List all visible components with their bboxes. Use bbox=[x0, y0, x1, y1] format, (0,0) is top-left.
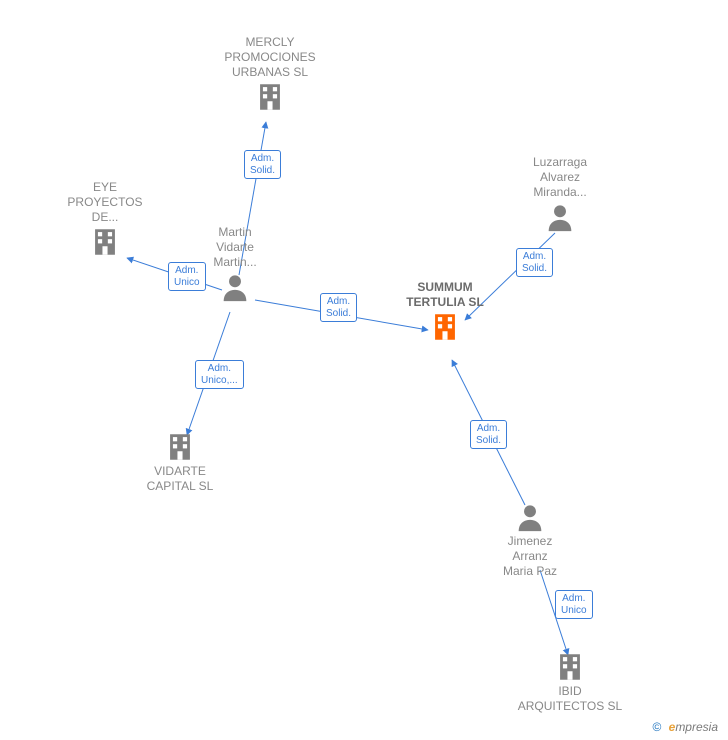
edge-label-martin-vidarte: Adm. Unico,... bbox=[195, 360, 244, 389]
edge-label-martin-summum: Adm. Solid. bbox=[320, 293, 357, 322]
edges-layer bbox=[0, 0, 728, 740]
copyright-symbol: © bbox=[652, 720, 661, 734]
node-label: VIDARTE CAPITAL SL bbox=[130, 464, 230, 494]
node-eye[interactable]: EYE PROYECTOS DE... bbox=[55, 180, 155, 259]
node-label: Luzarraga Alvarez Miranda... bbox=[515, 155, 605, 200]
network-canvas: { "diagram": { "type": "network", "backg… bbox=[0, 0, 728, 740]
brand-name: mpresia bbox=[675, 720, 718, 734]
edge-label-martin-eye: Adm. Unico bbox=[168, 262, 206, 291]
node-label: EYE PROYECTOS DE... bbox=[55, 180, 155, 225]
edge-label-martin-mercly: Adm. Solid. bbox=[244, 150, 281, 179]
node-summum[interactable]: SUMMUM TERTULIA SL bbox=[390, 280, 500, 344]
node-jimenez[interactable]: Jimenez Arranz Maria Paz bbox=[485, 500, 575, 579]
node-ibid[interactable]: IBID ARQUITECTOS SL bbox=[510, 650, 630, 714]
node-label: Martin Vidarte Martin... bbox=[195, 225, 275, 270]
node-label: MERCLY PROMOCIONES URBANAS SL bbox=[215, 35, 325, 80]
node-label: Jimenez Arranz Maria Paz bbox=[485, 534, 575, 579]
node-mercly[interactable]: MERCLY PROMOCIONES URBANAS SL bbox=[215, 35, 325, 114]
edge-label-jimenez-summum: Adm. Solid. bbox=[470, 420, 507, 449]
edge-label-luzarraga-summum: Adm. Solid. bbox=[516, 248, 553, 277]
node-label: IBID ARQUITECTOS SL bbox=[510, 684, 630, 714]
watermark: © empresia bbox=[652, 720, 718, 734]
node-label: SUMMUM TERTULIA SL bbox=[390, 280, 500, 310]
node-martin[interactable]: Martin Vidarte Martin... bbox=[195, 225, 275, 304]
edge-label-jimenez-ibid: Adm. Unico bbox=[555, 590, 593, 619]
node-luzarraga[interactable]: Luzarraga Alvarez Miranda... bbox=[515, 155, 605, 234]
node-vidarte[interactable]: VIDARTE CAPITAL SL bbox=[130, 430, 230, 494]
